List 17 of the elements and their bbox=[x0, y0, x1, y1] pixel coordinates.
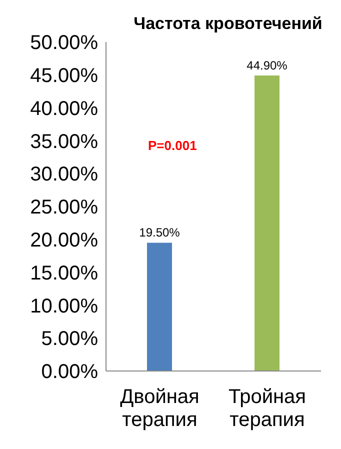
y-tick-label: 35.00% bbox=[30, 130, 98, 153]
chart-title: Частота кровотечений bbox=[132, 14, 324, 34]
y-tick-label: 0.00% bbox=[41, 361, 98, 384]
y-tick-label: 15.00% bbox=[30, 262, 98, 284]
data-label: 44.90% bbox=[246, 58, 288, 73]
y-tick-label: 30.00% bbox=[30, 164, 98, 186]
x-tick-label: Двойная терапия bbox=[120, 386, 200, 431]
y-tick-label: 10.00% bbox=[30, 295, 98, 318]
y-tick-label: 50.00% bbox=[30, 32, 98, 54]
y-tick-label: 40.00% bbox=[30, 98, 98, 120]
y-tick-label: 20.00% bbox=[30, 230, 98, 252]
annotation: P=0.001 bbox=[148, 138, 197, 153]
x-tick-label: Тройная терапия bbox=[228, 386, 306, 431]
y-tick-label: 5.00% bbox=[41, 328, 98, 350]
y-tick-label: 45.00% bbox=[30, 65, 98, 87]
data-label: 19.50% bbox=[139, 226, 180, 240]
y-tick-label: 25.00% bbox=[30, 196, 98, 219]
